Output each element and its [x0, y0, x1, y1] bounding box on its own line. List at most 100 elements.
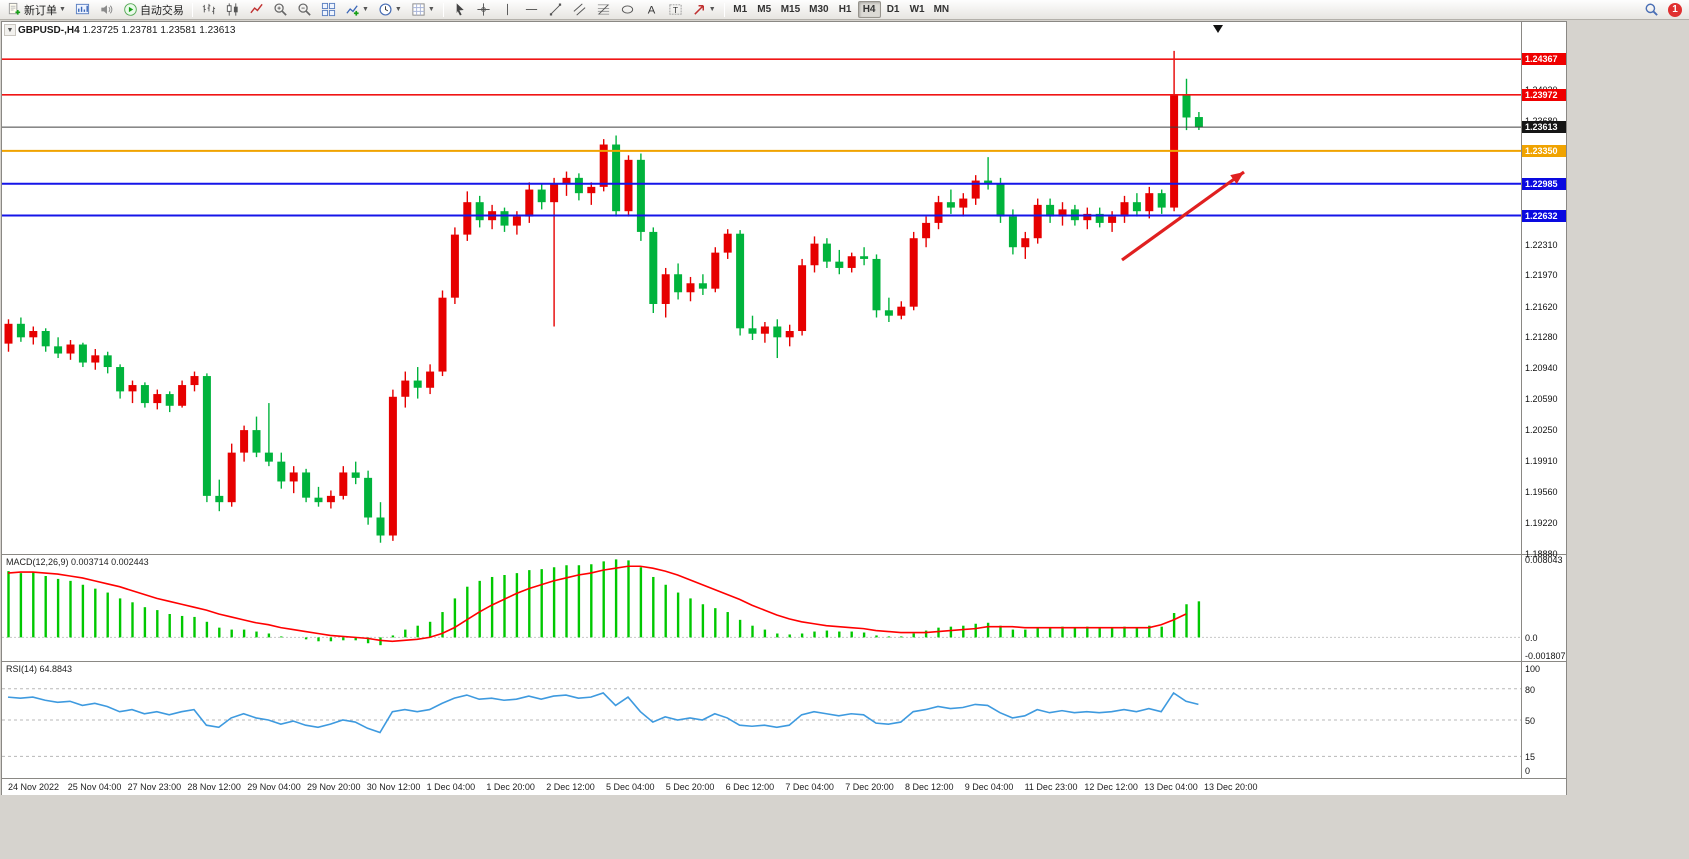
main-toolbar: 新订单 ▼ 自动交易 ▼ ▼ ▼: [0, 0, 1689, 20]
price-tick-label: 1.21280: [1525, 332, 1558, 343]
indicators-button[interactable]: ▼: [341, 1, 373, 19]
macd-scale-label: 0.008043: [1525, 555, 1563, 565]
time-label: 27 Nov 23:00: [127, 782, 182, 792]
rsi-scale-label: 80: [1525, 684, 1536, 695]
toolbar-separator: [442, 2, 444, 17]
chart-title: GBPUSD-,H4 1.23725 1.23781 1.23581 1.236…: [18, 25, 235, 36]
timeframe-m15-button[interactable]: M15: [780, 4, 801, 15]
time-label: 11 Dec 23:00: [1024, 782, 1078, 792]
line-chart-button[interactable]: [245, 1, 268, 19]
price-chart-pane[interactable]: ▼ GBPUSD-,H4 1.23725 1.23781 1.23581 1.2…: [2, 22, 1521, 554]
tile-windows-icon: [321, 2, 335, 17]
trendline-icon: [549, 3, 561, 16]
time-label: 6 Dec 12:00: [725, 782, 775, 792]
label-button[interactable]: T: [664, 1, 687, 19]
templates-button[interactable]: ▼: [407, 1, 439, 19]
timeframe-h4-button[interactable]: H4: [857, 1, 881, 18]
cursor-icon: [456, 3, 464, 16]
search-button[interactable]: [1640, 1, 1663, 19]
new-order-icon: [8, 2, 21, 15]
rsi-scale-label: 50: [1525, 716, 1536, 726]
timeframe-toolbar: M1 M5 M15 M30 H1 H4 D1 W1 MN: [729, 1, 953, 18]
level-price-label: 1.24367: [1522, 53, 1566, 66]
price-tick-label: 1.20940: [1525, 362, 1558, 373]
macd-indicator-pane[interactable]: MACD(12,26,9) 0.003714 0.002443: [2, 555, 1521, 661]
text-button[interactable]: A: [640, 1, 663, 19]
trendline-button[interactable]: [544, 1, 567, 19]
vertical-line-button[interactable]: [496, 1, 519, 19]
ellipse-icon: [621, 5, 633, 14]
price-tick-label: 1.23680: [1525, 116, 1558, 126]
rsi-indicator-pane[interactable]: RSI(14) 64.8843: [2, 662, 1521, 777]
timeframe-m1-button[interactable]: M1: [733, 4, 748, 15]
new-order-label: 新订单: [24, 4, 57, 17]
crosshair-button[interactable]: [472, 1, 495, 19]
zoom-in-button[interactable]: [269, 1, 292, 19]
fibonacci-button[interactable]: [592, 1, 615, 19]
price-tick-label: 1.19910: [1525, 455, 1558, 466]
zoom-out-button[interactable]: [293, 1, 316, 19]
horizontal-line-button[interactable]: [520, 1, 543, 19]
arrows-button[interactable]: ▼: [688, 1, 720, 19]
pane-separator: [2, 778, 1566, 779]
bid-price-label: 1.23613: [1522, 121, 1566, 134]
timeframe-mn-button[interactable]: MN: [933, 4, 950, 15]
price-tick-label: 1.19560: [1525, 487, 1558, 498]
pane-separator[interactable]: [2, 554, 1566, 555]
price-axis-border: [1521, 22, 1522, 778]
time-label: 2 Dec 12:00: [546, 782, 595, 792]
notification-button[interactable]: 1: [1664, 1, 1686, 19]
price-tick-label: 1.19220: [1525, 517, 1558, 528]
timeframe-d1-button[interactable]: D1: [886, 4, 900, 15]
timeframe-m30-button[interactable]: M30: [809, 4, 829, 15]
one-click-trading-toggle[interactable]: ▼: [4, 24, 16, 36]
indicators-icon: [346, 5, 359, 16]
time-label: 7 Dec 20:00: [845, 782, 894, 792]
vertical-line-icon: [506, 3, 508, 16]
candlestick-chart: [2, 25, 1521, 543]
time-label: 9 Dec 04:00: [964, 782, 1014, 792]
candlestick-chart-button[interactable]: [221, 1, 244, 19]
time-label: 12 Dec 12:00: [1084, 782, 1138, 792]
tile-windows-button[interactable]: [317, 1, 340, 19]
time-label: 5 Dec 04:00: [606, 782, 655, 792]
rsi-scale-label: 0: [1525, 766, 1531, 776]
new-order-button[interactable]: 新订单 ▼: [3, 1, 70, 19]
price-tick-label: 1.21620: [1525, 301, 1558, 312]
symbol-period-label: GBPUSD-,H4: [18, 25, 80, 36]
timeframe-h1-button[interactable]: H1: [838, 4, 852, 15]
level-price-label: 1.22985: [1522, 177, 1566, 190]
text-icon: A: [648, 4, 656, 16]
zoom-in-icon: [274, 3, 287, 16]
timeframe-w1-button[interactable]: W1: [909, 4, 925, 15]
time-axis[interactable]: 24 Nov 2022 25 Nov 04:00 27 Nov 23:00 28 No…: [2, 779, 1566, 795]
autotrading-play-icon: [124, 3, 137, 16]
autotrading-button[interactable]: 自动交易: [119, 1, 188, 19]
price-axis[interactable]: 1.240201.236801.233401.226501.223101.219…: [1522, 22, 1566, 778]
profiles-button[interactable]: [71, 1, 94, 19]
time-label: 13 Dec 04:00: [1144, 782, 1198, 792]
pane-separator[interactable]: [2, 661, 1566, 662]
search-icon: [1645, 3, 1658, 16]
channel-button[interactable]: [568, 1, 591, 19]
clock-icon: [379, 3, 392, 16]
time-label: 7 Dec 04:00: [785, 782, 834, 792]
svg-text:A: A: [648, 4, 656, 16]
timeframe-m5-button[interactable]: M5: [757, 4, 772, 15]
time-label: 30 Nov 12:00: [366, 782, 421, 792]
time-label: 28 Nov 12:00: [187, 782, 241, 792]
candlestick-icon: [226, 3, 238, 16]
periods-button[interactable]: ▼: [374, 1, 406, 19]
shapes-button[interactable]: [616, 1, 639, 19]
bar-chart-icon: [202, 3, 215, 15]
cursor-button[interactable]: [448, 1, 471, 19]
autotrading-label: 自动交易: [139, 4, 184, 17]
crosshair-icon: [477, 3, 490, 16]
chart-profile-icon: [75, 3, 89, 15]
level-price-label: 1.22632: [1522, 209, 1566, 222]
time-label: 1 Dec 20:00: [486, 782, 535, 792]
time-label: 8 Dec 12:00: [905, 782, 954, 792]
alerts-button[interactable]: [95, 1, 118, 19]
time-label: 29 Nov 20:00: [307, 782, 361, 792]
bar-chart-button[interactable]: [197, 1, 220, 19]
